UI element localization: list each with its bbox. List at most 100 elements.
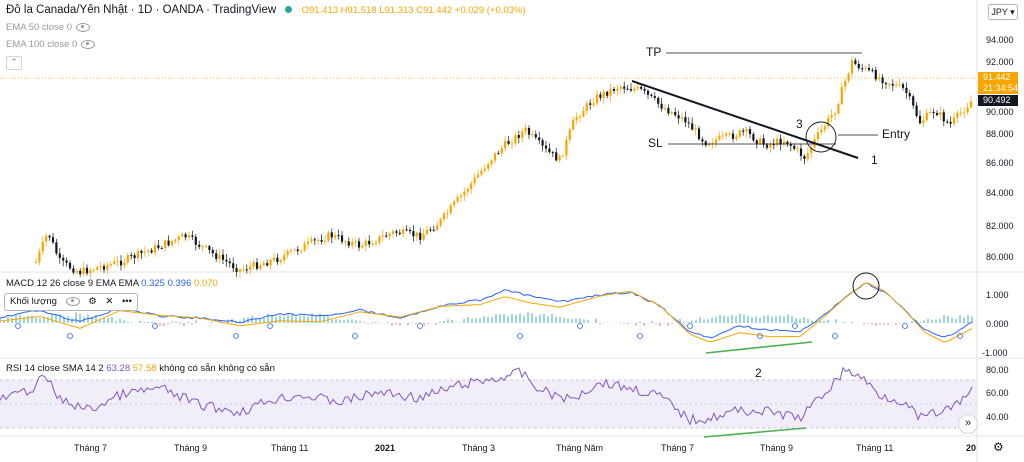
candle-body: [453, 201, 456, 206]
macd-histogram-bar: [411, 322, 413, 323]
ema50-legend[interactable]: EMA 50 close 0: [6, 22, 91, 33]
rsi-divergence-line[interactable]: [703, 427, 807, 438]
macd-histogram-bar: [139, 320, 141, 323]
point-1-label[interactable]: 1: [871, 153, 878, 167]
candle-body: [626, 88, 629, 90]
volume-legend[interactable]: Khối lượng ⚙ ✕ •••: [4, 293, 138, 311]
candle-body: [765, 144, 769, 148]
candle-body: [218, 254, 221, 259]
candle-body: [470, 183, 473, 190]
candle-body: [96, 267, 99, 270]
eye-icon[interactable]: [65, 296, 80, 306]
macd-histogram-bar: [487, 316, 489, 323]
candle-body: [847, 73, 850, 81]
tp-label[interactable]: TP: [646, 45, 662, 59]
rsi-legend[interactable]: RSI 14 close SMA 14 2 63.28 57.58 không …: [6, 363, 275, 374]
price-tick: 80.000: [986, 252, 1014, 262]
macd-legend[interactable]: MACD 12 26 close 9 EMA EMA 0.325 0.396 0…: [6, 278, 218, 289]
candle-body: [194, 236, 197, 245]
macd-histogram-bar: [923, 320, 925, 323]
scroll-to-realtime-button[interactable]: »: [958, 414, 978, 434]
eye-slash-icon[interactable]: [81, 39, 96, 49]
entry-circle[interactable]: [805, 121, 837, 153]
candle-body: [337, 235, 340, 237]
candle-body: [405, 229, 408, 231]
candle-body: [286, 250, 289, 256]
macd-histogram-bar: [807, 319, 809, 323]
candle-body: [130, 255, 133, 257]
macd-cross-marker: [577, 323, 583, 329]
macd-histogram-bar: [3, 321, 5, 323]
macd-histogram-bar: [415, 323, 417, 325]
settings-gear-icon[interactable]: ⚙: [88, 296, 97, 307]
macd-divergence-line[interactable]: [705, 341, 813, 354]
macd-cross-marker: [687, 323, 693, 329]
candle-body: [174, 239, 177, 242]
candle-body: [456, 197, 459, 202]
macd-tick: 0.000: [986, 319, 1009, 329]
candle-body: [599, 94, 602, 98]
candle-body: [646, 90, 650, 95]
macd-histogram-bar: [635, 323, 637, 326]
candle-body: [466, 189, 469, 192]
close-icon[interactable]: ✕: [105, 296, 114, 307]
eye-slash-icon[interactable]: [76, 22, 91, 32]
candlestick-series: [34, 56, 973, 279]
candle-body: [629, 89, 633, 91]
candle-body: [806, 153, 809, 159]
symbol-title[interactable]: Đô la Canada/Yên Nhật · 1D · OANDA · Tra…: [6, 4, 277, 16]
candle-body: [534, 134, 537, 138]
settings-gear-icon[interactable]: ⚙: [993, 440, 1004, 454]
candle-body: [966, 107, 969, 113]
candle-body: [310, 239, 313, 242]
candle-body: [544, 145, 548, 149]
currency-selector[interactable]: JPY ▾: [988, 4, 1018, 20]
candle-body: [198, 244, 201, 247]
macd-histogram-bar: [759, 318, 761, 323]
candle-body: [803, 156, 806, 159]
entry-label[interactable]: Entry: [882, 127, 911, 141]
candle-body: [34, 261, 38, 263]
sl-label[interactable]: SL: [648, 136, 663, 150]
macd-peak-circle[interactable]: [852, 272, 880, 300]
candle-body: [334, 235, 337, 238]
macd-histogram-bar: [699, 317, 701, 323]
candle-body: [276, 257, 279, 263]
collapse-legend-button[interactable]: ⌃: [6, 56, 22, 70]
point-3-label[interactable]: 3: [796, 117, 803, 131]
macd-histogram-bar: [659, 323, 661, 326]
candle-body: [871, 69, 874, 71]
candle-body: [330, 232, 333, 238]
candle-body: [58, 253, 61, 258]
candle-body: [694, 128, 697, 130]
candle-body: [602, 91, 605, 98]
candle-body: [643, 88, 646, 91]
candle-body: [657, 97, 660, 104]
candle-body: [68, 262, 72, 269]
macd-histogram-bar: [735, 316, 737, 323]
candle-body: [752, 134, 755, 141]
candle-body: [374, 242, 378, 244]
more-icon[interactable]: •••: [121, 296, 132, 307]
candle-body: [735, 136, 738, 139]
candle-body: [561, 155, 565, 157]
candle-body: [215, 253, 218, 259]
macd-histogram-bar: [367, 323, 369, 324]
candle-body: [187, 235, 191, 238]
macd-histogram-bar: [787, 314, 789, 323]
candle-body: [238, 269, 242, 272]
candle-body: [45, 235, 48, 242]
trendline-drawing[interactable]: [631, 80, 859, 159]
candle-body: [320, 240, 323, 242]
macd-histogram-bar: [931, 319, 933, 323]
macd-histogram-bar: [195, 320, 197, 323]
macd-histogram-bar: [567, 318, 569, 323]
macd-histogram-bar: [91, 316, 93, 323]
point-2-label[interactable]: 2: [755, 366, 762, 380]
candle-body: [796, 148, 799, 150]
candle-body: [136, 250, 140, 259]
macd-cross-markers: [15, 323, 963, 339]
ema100-legend[interactable]: EMA 100 close 0: [6, 39, 96, 50]
macd-histogram-bar: [323, 315, 325, 323]
